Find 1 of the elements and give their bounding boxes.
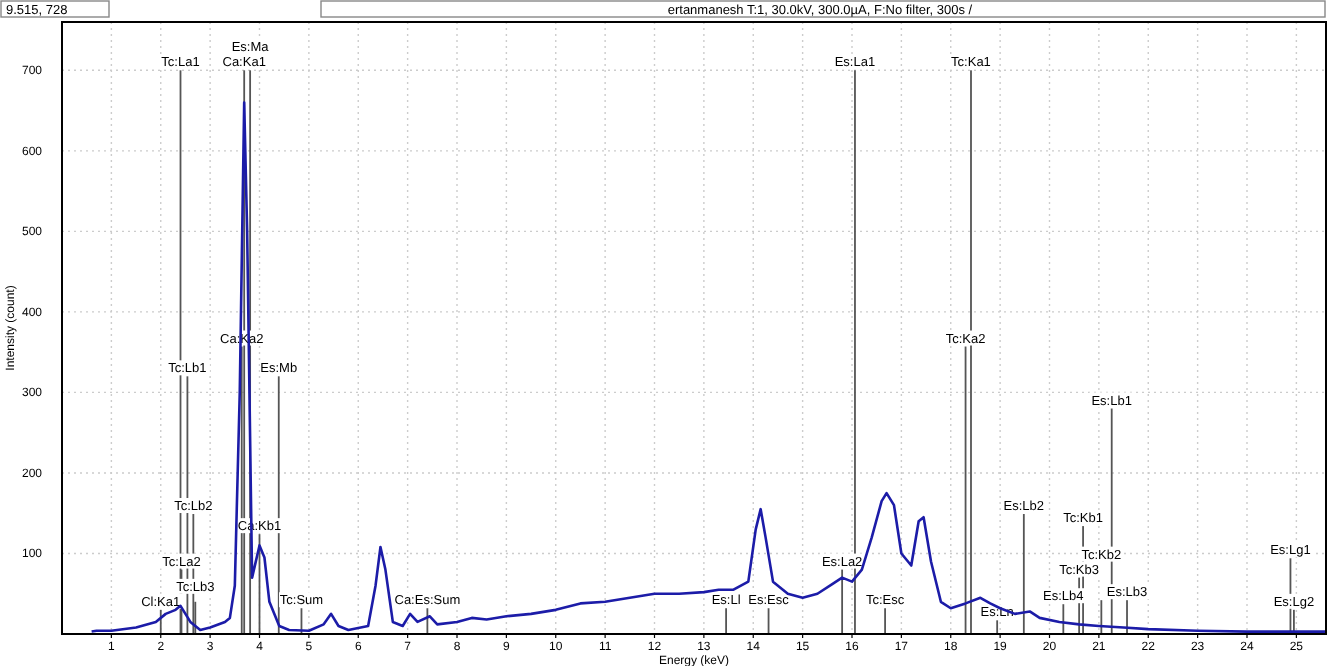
line-series — [90, 101, 1328, 633]
